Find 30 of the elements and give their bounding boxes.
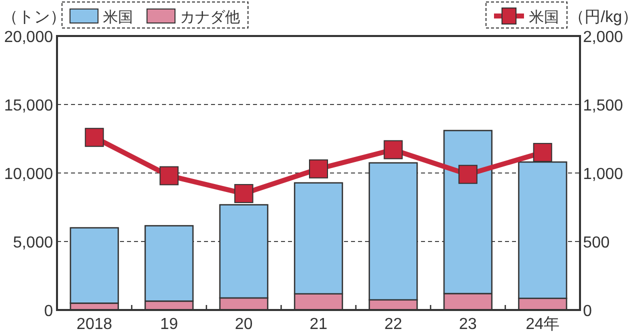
point bbox=[458, 164, 478, 184]
x-tick-label: 23 bbox=[459, 316, 477, 333]
point bbox=[160, 166, 179, 186]
x-tick-label: 21 bbox=[310, 316, 328, 333]
x-tick-label: 2018 bbox=[76, 316, 112, 333]
point bbox=[309, 159, 328, 178]
y-tick-label: 20,000 bbox=[4, 29, 54, 46]
x-tick-label: 20 bbox=[234, 316, 253, 333]
x-tick-label: 24年 bbox=[526, 316, 560, 333]
point bbox=[234, 184, 254, 204]
y2-tick-label: 1,000 bbox=[583, 166, 624, 183]
y-tick-label: 10,000 bbox=[4, 166, 54, 183]
y2-tick-label: 2,000 bbox=[583, 29, 624, 46]
y-axis-title: （トン） bbox=[2, 9, 66, 26]
y2-tick-label: 500 bbox=[583, 234, 610, 252]
x-tick-label: 22 bbox=[384, 316, 402, 333]
y-tick-label: 15,000 bbox=[4, 98, 54, 114]
point bbox=[84, 128, 104, 147]
y2-axis-title: （円/kg） bbox=[568, 9, 638, 26]
y-tick-label: 0 bbox=[44, 303, 54, 320]
legend-right: 米国 bbox=[486, 2, 568, 28]
legend-label: カナダ他 bbox=[180, 9, 240, 26]
y-tick-label: 5,000 bbox=[12, 234, 54, 252]
y2-tick-label: 1,500 bbox=[583, 98, 624, 114]
legend-label: 米国 bbox=[529, 9, 559, 26]
point bbox=[533, 142, 552, 162]
point bbox=[384, 140, 403, 160]
legend-label: 米国 bbox=[103, 9, 133, 26]
x-tick-label: 19 bbox=[160, 316, 178, 333]
y2-tick-label: 0 bbox=[583, 303, 592, 320]
